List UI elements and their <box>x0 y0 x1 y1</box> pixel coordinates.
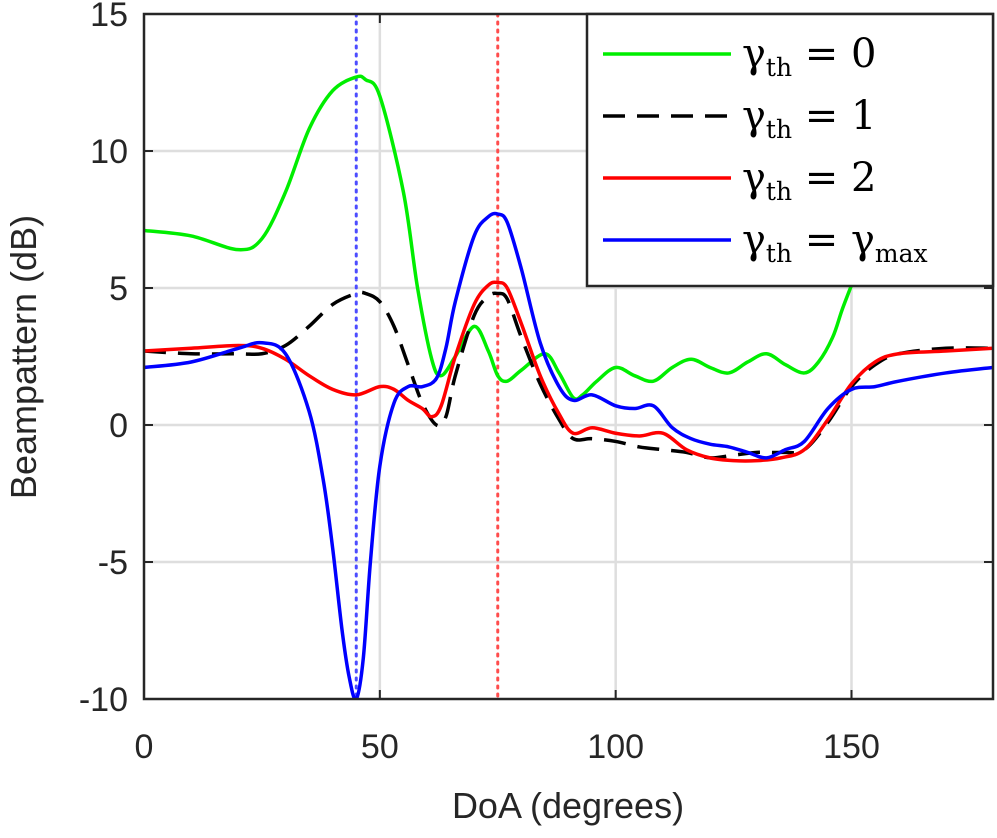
series-lines <box>144 74 993 699</box>
series-line-0 <box>144 74 854 401</box>
x-tick-label-0: 0 <box>135 728 154 766</box>
legend-label-3: γth = γmax <box>742 217 928 268</box>
legend: γth = 0 γth = 1 γth = 2 γth = γmax <box>585 12 995 288</box>
y-tick-label-3: 5 <box>109 270 128 308</box>
series-line-2 <box>144 280 993 463</box>
y-tick-label-5: 15 <box>90 0 128 34</box>
legend-label-0: γth = 0 <box>742 31 876 82</box>
vertical-markers <box>354 14 500 699</box>
x-tick-label-3: 150 <box>823 728 880 766</box>
series-line-3 <box>144 211 993 699</box>
legend-label-2: γth = 2 <box>742 155 876 206</box>
plot-frame <box>142 12 995 701</box>
y-tick-label-2: 0 <box>109 407 128 445</box>
axis-ticks: 0 50 100 150 -10 -5 0 5 10 15 <box>79 0 993 766</box>
x-axis-label: DoA (degrees) <box>452 785 684 826</box>
series-line-1 <box>144 290 993 460</box>
y-axis-label: Beampattern (dB) <box>3 215 44 499</box>
x-tick-label-1: 50 <box>361 728 399 766</box>
y-tick-label-0: -10 <box>79 681 128 719</box>
legend-label-1: γth = 1 <box>742 93 876 144</box>
y-tick-label-4: 10 <box>90 133 128 171</box>
x-tick-label-2: 100 <box>587 728 644 766</box>
y-tick-label-1: -5 <box>98 544 128 582</box>
